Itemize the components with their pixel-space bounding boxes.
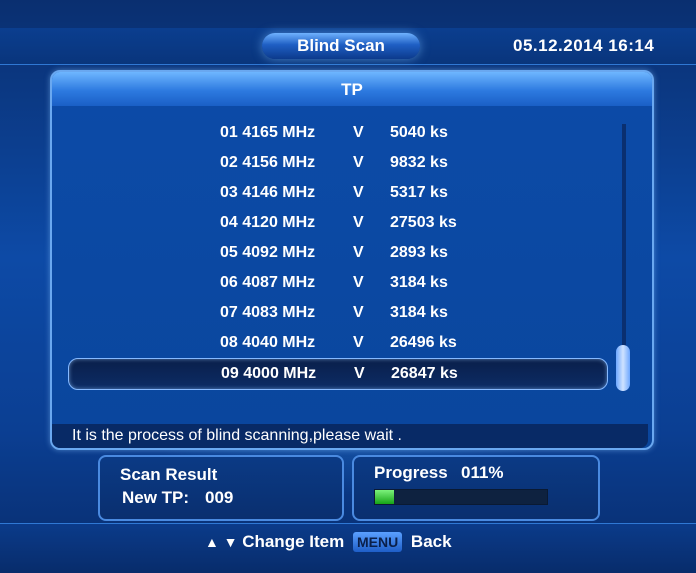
tp-symbol-rate: 9832 ks (390, 154, 448, 171)
tp-polarity: V (353, 304, 364, 321)
tp-symbol-rate: 26496 ks (390, 334, 457, 351)
screen-title: Blind Scan (262, 33, 420, 59)
scrollbar-track[interactable] (622, 124, 626, 384)
bottom-bar (0, 523, 696, 573)
tp-id-frequency: 02 4156 MHz (220, 154, 316, 171)
progress-box (352, 455, 600, 521)
status-message: It is the process of blind scanning,plea… (52, 424, 648, 448)
scrollbar-thumb[interactable] (616, 345, 630, 391)
tp-polarity: V (353, 154, 364, 171)
tp-row[interactable]: 05 4092 MHz V 2893 ks (62, 238, 610, 268)
tp-symbol-rate: 5040 ks (390, 124, 448, 141)
tp-polarity: V (353, 274, 364, 291)
tp-symbol-rate: 2893 ks (390, 244, 448, 261)
tp-symbol-rate: 27503 ks (390, 214, 457, 231)
scan-result-label: Scan Result (120, 465, 218, 484)
tp-symbol-rate: 5317 ks (390, 184, 448, 201)
scan-result-box (98, 455, 344, 521)
tp-id-frequency: 01 4165 MHz (220, 124, 316, 141)
tp-polarity: V (353, 244, 364, 261)
tp-id-frequency: 08 4040 MHz (220, 334, 316, 351)
tp-row[interactable]: 03 4146 MHz V 5317 ks (62, 178, 610, 208)
tp-polarity: V (353, 184, 364, 201)
date-time: 05.12.2014 16:14 (513, 36, 655, 55)
new-tp-label: New TP: (122, 488, 190, 507)
tp-row-selected[interactable]: 09 4000 MHz V 26847 ks (68, 358, 608, 390)
tp-row[interactable]: 02 4156 MHz V 9832 ks (62, 148, 610, 178)
tp-symbol-rate: 3184 ks (390, 304, 448, 321)
progress-bar-fill (375, 490, 394, 504)
status-text: It is the process of blind scanning,plea… (72, 427, 402, 444)
tp-id-frequency: 06 4087 MHz (220, 274, 316, 291)
progress-percent: 011% (461, 463, 504, 482)
down-triangle-icon: ▼ (223, 534, 238, 550)
tp-polarity: V (353, 214, 364, 231)
tp-polarity: V (353, 334, 364, 351)
tp-id-frequency: 07 4083 MHz (220, 304, 316, 321)
progress-bar (374, 489, 548, 505)
up-triangle-icon: ▲ (205, 534, 219, 550)
tp-row[interactable]: 04 4120 MHz V 27503 ks (62, 208, 610, 238)
menu-key[interactable]: MENU (352, 532, 403, 552)
footer-hints: ▲ ▼ Change Item MENU Back (205, 530, 452, 554)
tp-id-frequency: 09 4000 MHz (221, 365, 317, 382)
tp-id-frequency: 05 4092 MHz (220, 244, 316, 261)
progress-label: Progress (374, 463, 448, 482)
tp-id-frequency: 03 4146 MHz (220, 184, 316, 201)
change-item-hint: Change Item (242, 532, 345, 551)
new-tp-count: 009 (205, 488, 234, 507)
tp-polarity: V (354, 365, 365, 382)
back-hint: Back (410, 532, 452, 551)
tp-list: 01 4165 MHz V 5040 ks 02 4156 MHz V 9832… (62, 110, 610, 410)
tp-panel-title: TP (52, 72, 652, 106)
tp-symbol-rate: 26847 ks (391, 365, 458, 382)
tp-row[interactable]: 06 4087 MHz V 3184 ks (62, 268, 610, 298)
tp-polarity: V (353, 124, 364, 141)
tp-row[interactable]: 08 4040 MHz V 26496 ks (62, 328, 610, 358)
tp-id-frequency: 04 4120 MHz (220, 214, 316, 231)
tp-row[interactable]: 01 4165 MHz V 5040 ks (62, 118, 610, 148)
tp-symbol-rate: 3184 ks (390, 274, 448, 291)
tp-row[interactable]: 07 4083 MHz V 3184 ks (62, 298, 610, 328)
